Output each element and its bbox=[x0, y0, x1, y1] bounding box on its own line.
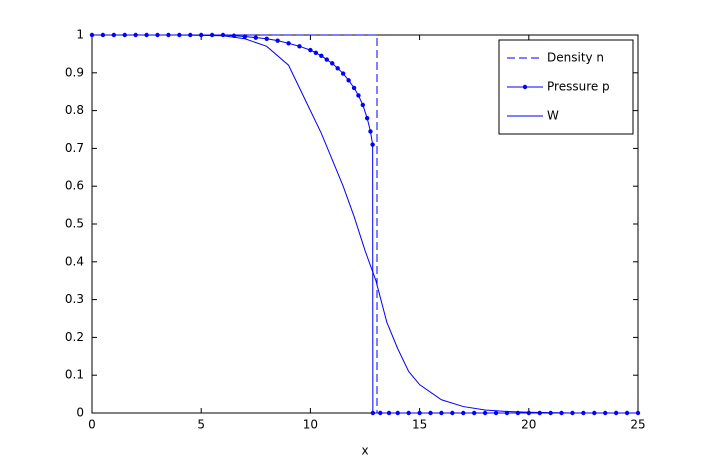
series-marker bbox=[360, 102, 366, 108]
series-marker bbox=[346, 78, 351, 83]
x-tick-label: 5 bbox=[197, 418, 205, 432]
series-marker bbox=[461, 410, 466, 416]
legend-marker bbox=[522, 84, 528, 90]
series-marker bbox=[319, 53, 324, 58]
series-marker bbox=[209, 32, 215, 38]
series-marker bbox=[264, 36, 269, 41]
series-marker bbox=[378, 410, 383, 416]
y-tick-label: 0 bbox=[76, 406, 84, 420]
x-tick-label: 15 bbox=[412, 418, 427, 432]
series-marker bbox=[386, 410, 392, 416]
series-marker bbox=[275, 38, 280, 43]
series-line bbox=[92, 34, 638, 414]
y-tick-label: 0.6 bbox=[65, 179, 84, 193]
x-tick-label: 20 bbox=[521, 418, 536, 432]
legend-label: W bbox=[547, 109, 559, 123]
legend-label: Pressure p bbox=[547, 80, 610, 94]
series-marker bbox=[537, 410, 542, 416]
x-tick-label: 0 bbox=[88, 418, 96, 432]
x-axis-label: x bbox=[361, 444, 368, 458]
series-marker bbox=[297, 44, 302, 49]
series-marker bbox=[242, 34, 248, 39]
series-marker bbox=[439, 410, 444, 416]
series-marker bbox=[335, 66, 340, 71]
series-marker bbox=[417, 410, 422, 416]
series-marker bbox=[286, 41, 291, 46]
y-tick-label: 0.3 bbox=[65, 292, 84, 306]
y-tick-label: 0.4 bbox=[65, 254, 84, 268]
series-marker bbox=[364, 115, 370, 121]
plot-frame bbox=[91, 34, 639, 414]
series-marker bbox=[406, 410, 411, 416]
y-tick-label: 0.9 bbox=[65, 65, 84, 79]
x-tick-label: 10 bbox=[303, 418, 318, 432]
series-marker bbox=[368, 129, 373, 134]
series-marker bbox=[526, 410, 531, 416]
y-tick-label: 0.1 bbox=[65, 368, 84, 382]
series-marker bbox=[356, 93, 361, 98]
series-marker bbox=[493, 410, 499, 416]
series-marker bbox=[370, 142, 375, 147]
y-tick-label: 0.2 bbox=[65, 330, 84, 344]
x-tick-label: 25 bbox=[630, 418, 645, 432]
y-tick-label: 0.5 bbox=[65, 217, 84, 231]
y-tick-label: 0.7 bbox=[65, 141, 84, 155]
y-tick-label: 0.8 bbox=[65, 103, 84, 117]
series-marker bbox=[253, 35, 258, 40]
series-marker bbox=[330, 61, 335, 66]
series-marker bbox=[340, 71, 346, 76]
series-marker bbox=[395, 410, 400, 416]
series-marker bbox=[308, 47, 313, 53]
series-marker bbox=[351, 85, 357, 91]
series-marker bbox=[313, 50, 319, 55]
series-marker bbox=[324, 57, 329, 62]
series-marker bbox=[370, 410, 376, 416]
series-marker bbox=[482, 410, 488, 416]
series-marker bbox=[220, 32, 226, 38]
series-marker bbox=[428, 410, 433, 416]
y-tick-label: 1 bbox=[76, 28, 84, 42]
legend-label: Density n bbox=[547, 51, 604, 65]
series-marker bbox=[472, 410, 477, 416]
series-marker bbox=[450, 410, 455, 416]
